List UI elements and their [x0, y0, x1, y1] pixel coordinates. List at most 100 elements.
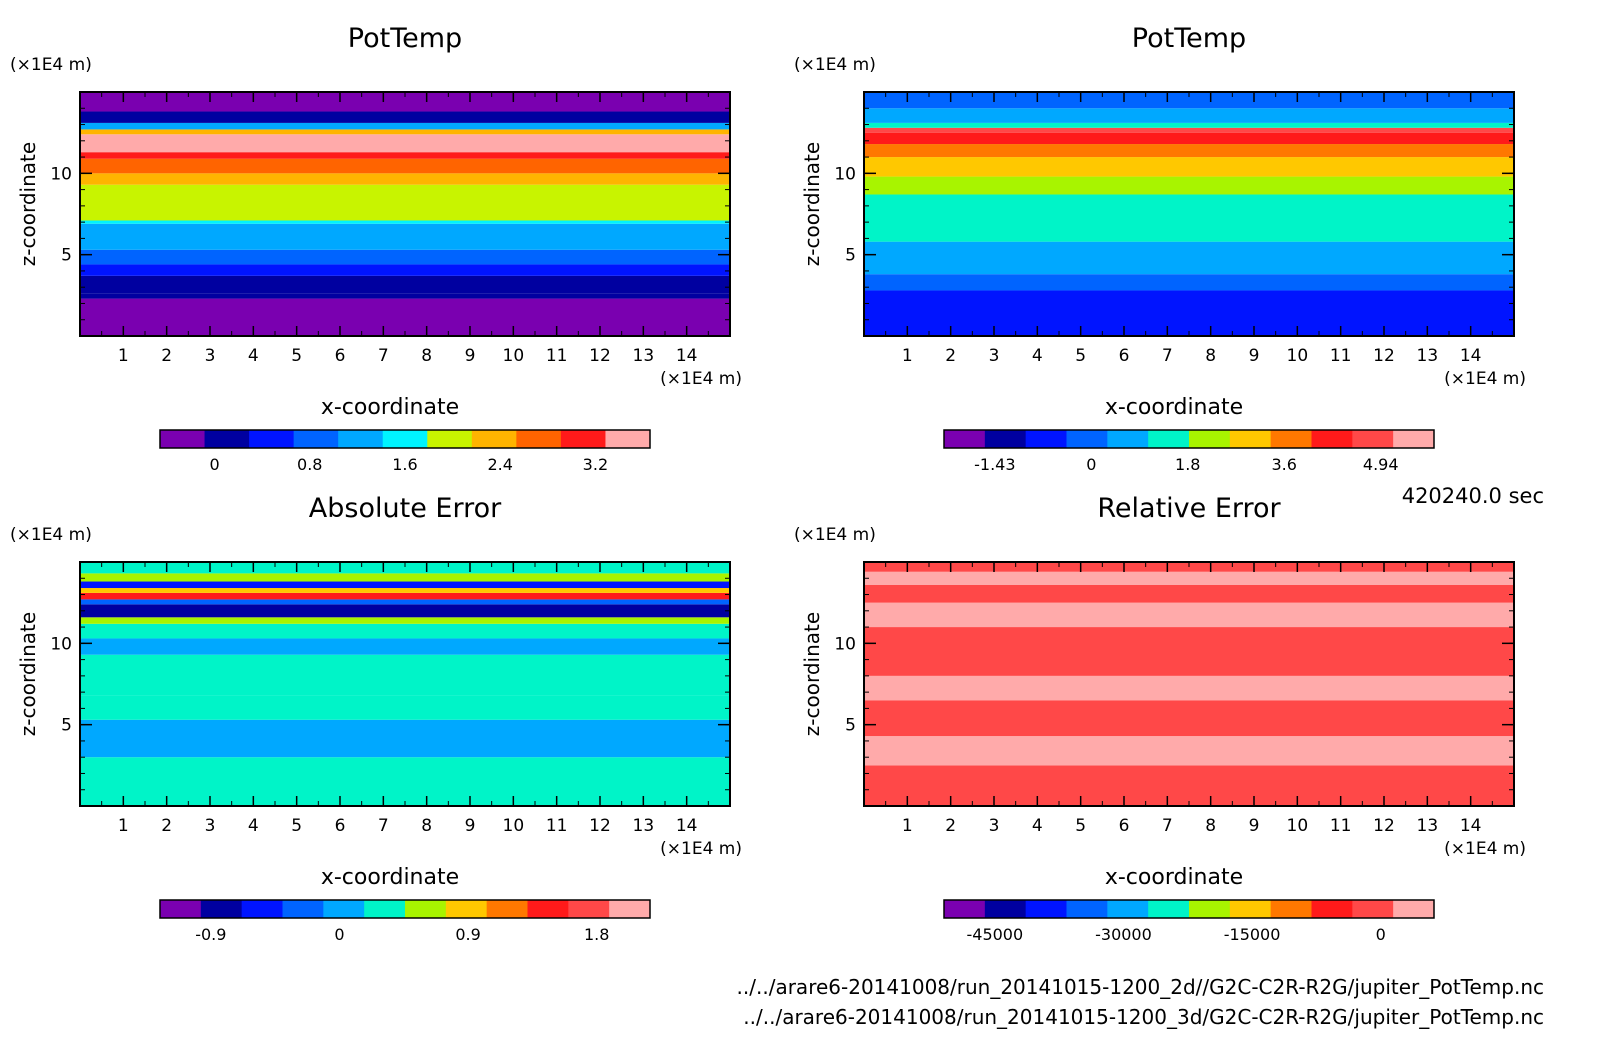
- colorbar-tick-label: 0: [1086, 455, 1096, 474]
- colorbar-swatch: [1189, 900, 1231, 918]
- colorbar-swatch: [204, 430, 250, 448]
- contour-band: [864, 176, 1514, 195]
- colorbar-swatch: [944, 900, 986, 918]
- contour-band: [80, 220, 730, 224]
- colorbar-swatch: [560, 430, 606, 448]
- y-axis-label: z-coordinate: [16, 612, 40, 736]
- colorbar-tick-label: 0: [334, 925, 344, 944]
- contour-band: [80, 604, 730, 618]
- colorbar-swatch: [1229, 430, 1272, 448]
- x-tick-label: 4: [1032, 816, 1043, 836]
- colorbar-swatch: [241, 900, 283, 918]
- x-tick-label: 5: [291, 346, 302, 366]
- y-axis-label: z-coordinate: [800, 142, 824, 266]
- contour-band: [80, 695, 730, 720]
- x-tick-label: 4: [248, 816, 259, 836]
- colorbar-swatch: [1107, 430, 1149, 448]
- colorbar-swatch: [1270, 430, 1312, 448]
- contour-band: [80, 249, 730, 265]
- contour-band: [80, 134, 730, 153]
- colorbar-swatch: [1393, 430, 1435, 448]
- footer-path-3d: ../../arare6-20141008/run_20141015-1200_…: [743, 1005, 1544, 1029]
- contour-band: [864, 602, 1514, 628]
- x-tick-label: 10: [1287, 346, 1309, 366]
- x-tick-label: 7: [1162, 816, 1173, 836]
- panel-4: Relative Error(×1E4 m)1 2 3 4 5 6 7 8 9 10 11 12 13 1…: [794, 493, 1526, 944]
- x-tick-label: 3: [989, 346, 1000, 366]
- contour-band: [80, 581, 730, 589]
- x-tick-label: 9: [1249, 346, 1260, 366]
- contour-band: [864, 144, 1514, 158]
- contour-band: [80, 293, 730, 299]
- panel-title: PotTemp: [348, 23, 462, 54]
- x-tick-label: 2: [945, 346, 956, 366]
- contour-band: [80, 92, 730, 112]
- colorbar-swatch: [516, 430, 562, 448]
- contour-band: [80, 573, 730, 582]
- y-unit-label: (×1E4 m): [794, 55, 876, 75]
- x-tick-label: 12: [589, 816, 611, 836]
- x-tick-label: 5: [1075, 346, 1086, 366]
- colorbar-swatch: [200, 900, 243, 918]
- y-tick-label: 5: [845, 716, 856, 736]
- colorbar-swatch: [1148, 430, 1190, 448]
- x-tick-label: 11: [546, 816, 568, 836]
- x-unit-label: (×1E4 m): [660, 839, 742, 859]
- x-unit-label: (×1E4 m): [1444, 839, 1526, 859]
- colorbar-tick-label: -0.9: [195, 925, 226, 944]
- x-tick-label: 9: [465, 346, 476, 366]
- x-tick-label: 4: [1032, 346, 1043, 366]
- contour-band: [864, 274, 1514, 291]
- y-unit-label: (×1E4 m): [10, 525, 92, 545]
- x-tick-label: 6: [1119, 346, 1130, 366]
- contour-band: [864, 122, 1514, 128]
- x-tick-label: 12: [589, 346, 611, 366]
- contour-band: [80, 275, 730, 294]
- contour-band: [864, 241, 1514, 275]
- x-tick-label: 13: [633, 346, 655, 366]
- colorbar-swatch: [605, 430, 651, 448]
- contour-band: [864, 194, 1514, 242]
- contour-band: [864, 584, 1514, 603]
- colorbar-tick-label: 1.6: [392, 455, 417, 474]
- x-tick-label: 14: [1460, 346, 1482, 366]
- x-tick-label: 8: [421, 816, 432, 836]
- x-tick-label: 13: [1417, 816, 1439, 836]
- colorbar-swatch: [609, 900, 651, 918]
- contour-band: [80, 617, 730, 624]
- colorbar-swatch: [568, 900, 610, 918]
- contour-band: [80, 158, 730, 174]
- contour-band: [80, 152, 730, 159]
- colorbar-swatch: [944, 430, 986, 448]
- x-tick-label: 1: [902, 816, 913, 836]
- x-unit-label: (×1E4 m): [660, 369, 742, 389]
- contour-band: [864, 92, 1514, 109]
- colorbar-swatch: [1352, 900, 1394, 918]
- x-tick-label: 12: [1373, 346, 1395, 366]
- contour-band: [864, 700, 1514, 737]
- colorbar-frame: [943, 429, 1435, 449]
- colorbar-tick-label: 3.2: [583, 455, 608, 474]
- y-tick-label: 5: [61, 246, 72, 266]
- colorbar-swatch: [984, 900, 1027, 918]
- x-tick-label: 10: [503, 346, 525, 366]
- contour-band: [80, 588, 730, 593]
- contour-band: [864, 157, 1514, 177]
- x-axis-label: x-coordinate: [321, 395, 459, 420]
- contour-band: [864, 290, 1514, 336]
- colorbar-swatch: [1311, 900, 1353, 918]
- contour-band: [864, 765, 1514, 806]
- contour-band: [80, 654, 730, 696]
- x-tick-label: 5: [291, 816, 302, 836]
- x-tick-label: 3: [205, 346, 216, 366]
- y-tick-label: 5: [845, 246, 856, 266]
- x-tick-label: 8: [421, 346, 432, 366]
- x-axis-label: x-coordinate: [1105, 865, 1243, 890]
- contour-band: [864, 736, 1514, 766]
- colorbar-swatch: [249, 430, 295, 448]
- x-tick-label: 14: [676, 346, 698, 366]
- colorbar-tick-label: 0.9: [455, 925, 480, 944]
- contour-band: [80, 298, 730, 336]
- contour-band: [864, 132, 1514, 145]
- colorbar-tick-label: 4.94: [1363, 455, 1399, 474]
